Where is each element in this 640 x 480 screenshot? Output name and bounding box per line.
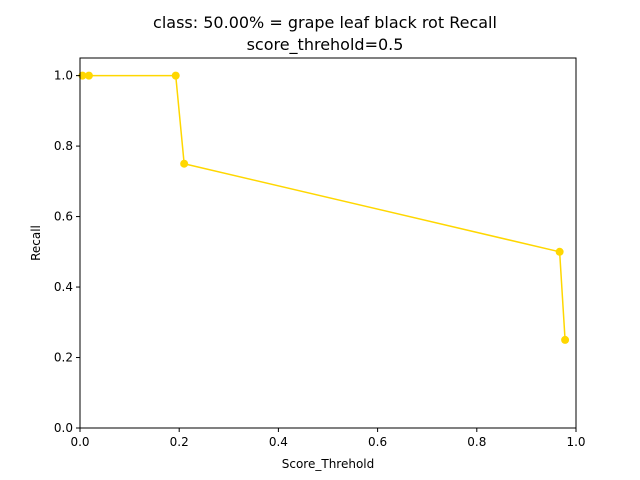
axes-frame <box>79 57 577 429</box>
y-tick-label: 0.4 <box>54 280 73 294</box>
x-axis-label: Score_Threhold <box>282 457 375 471</box>
x-tick-label: 0.0 <box>70 435 89 449</box>
y-axis-label: Recall <box>29 225 43 261</box>
y-tick-label: 1.0 <box>54 69 73 83</box>
plot-area <box>78 71 570 344</box>
y-tick-label: 0.2 <box>54 351 73 365</box>
x-tick-label: 0.4 <box>269 435 288 449</box>
x-tick-label: 0.6 <box>368 435 387 449</box>
x-axis: 0.0 0.2 0.4 0.6 0.8 1.0 <box>70 428 586 449</box>
chart-subtitle: score_threhold=0.5 <box>247 35 404 55</box>
y-tick-label: 0.6 <box>54 210 73 224</box>
y-axis: 0.0 0.2 0.4 0.6 0.8 1.0 <box>54 69 80 435</box>
recall-data-point <box>171 71 180 80</box>
x-tick-label: 0.2 <box>170 435 189 449</box>
recall-data-point <box>180 159 189 168</box>
recall-data-point <box>555 247 564 256</box>
y-tick-label: 0.0 <box>54 421 73 435</box>
recall-data-point <box>84 71 93 80</box>
y-tick-label: 0.8 <box>54 139 73 153</box>
recall-data-point <box>561 335 570 344</box>
recall-series-line <box>82 74 566 340</box>
x-tick-label: 0.8 <box>467 435 486 449</box>
x-tick-label: 1.0 <box>566 435 585 449</box>
chart-title: class: 50.00% = grape leaf black rot Rec… <box>153 13 497 32</box>
